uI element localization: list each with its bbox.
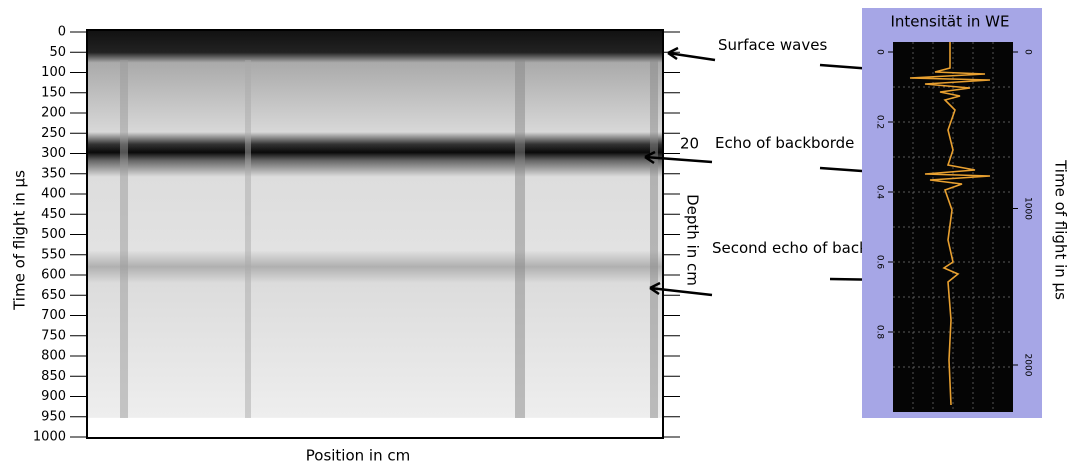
depth-tick-label: 20 [680,135,699,153]
ascan-panel [862,8,1042,418]
y-tick-label: 0 [58,25,66,40]
annotation: Surface waves [718,36,827,54]
x-axis-label: Position in cm [306,447,410,465]
left-tick-label: 0.4 [875,185,885,200]
y-tick-label: 200 [41,106,66,121]
y-tick-label: 450 [41,207,66,222]
left-tick-label: 0.2 [875,115,885,129]
y-tick-label: 150 [41,85,66,100]
y-tick-label: 300 [41,146,66,161]
y-tick-label: 600 [41,268,66,283]
right-tick-label: 1000 [1023,197,1033,220]
left-tick-label: 0.6 [875,255,885,270]
y-tick-label: 900 [41,389,66,404]
arrows [644,46,894,297]
y-tick-label: 650 [41,288,66,303]
y-axis-label: Time of flight in µs [11,170,29,311]
annotation: Echo of backborde [715,134,854,152]
right-tick-label: 0 [1023,49,1033,55]
y-tick-label: 800 [41,349,66,364]
ascan-title: Intensität in WE [890,13,1009,31]
y-tick-label: 950 [41,409,66,424]
y-tick-label: 550 [41,247,66,262]
annotation: Second echo of backborde [712,239,911,257]
y-tick-label: 350 [41,166,66,181]
depth-axis-label: Depth in cm [684,194,702,286]
annotation-text: Echo of backborde [715,134,854,152]
left-tick-label: 0 [875,49,885,55]
y-tick-label: 400 [41,187,66,202]
y-tick-label: 500 [41,227,66,242]
y-tick-label: 850 [41,369,66,384]
y-tick-label: 100 [41,65,66,80]
annotation-text: Surface waves [718,36,827,54]
bscan-image [86,29,664,439]
y-tick-label: 750 [41,328,66,343]
y-tick-label: 700 [41,308,66,323]
y-tick-label: 50 [49,45,66,60]
ascan-y-label: Time of flight in µs [1052,159,1070,300]
left-tick-label: 0.8 [875,325,885,340]
annotation-text: Second echo of backborde [712,239,911,257]
y-tick-label: 1000 [33,430,66,445]
right-tick-label: 2000 [1023,354,1033,377]
y-tick-label: 250 [41,126,66,141]
